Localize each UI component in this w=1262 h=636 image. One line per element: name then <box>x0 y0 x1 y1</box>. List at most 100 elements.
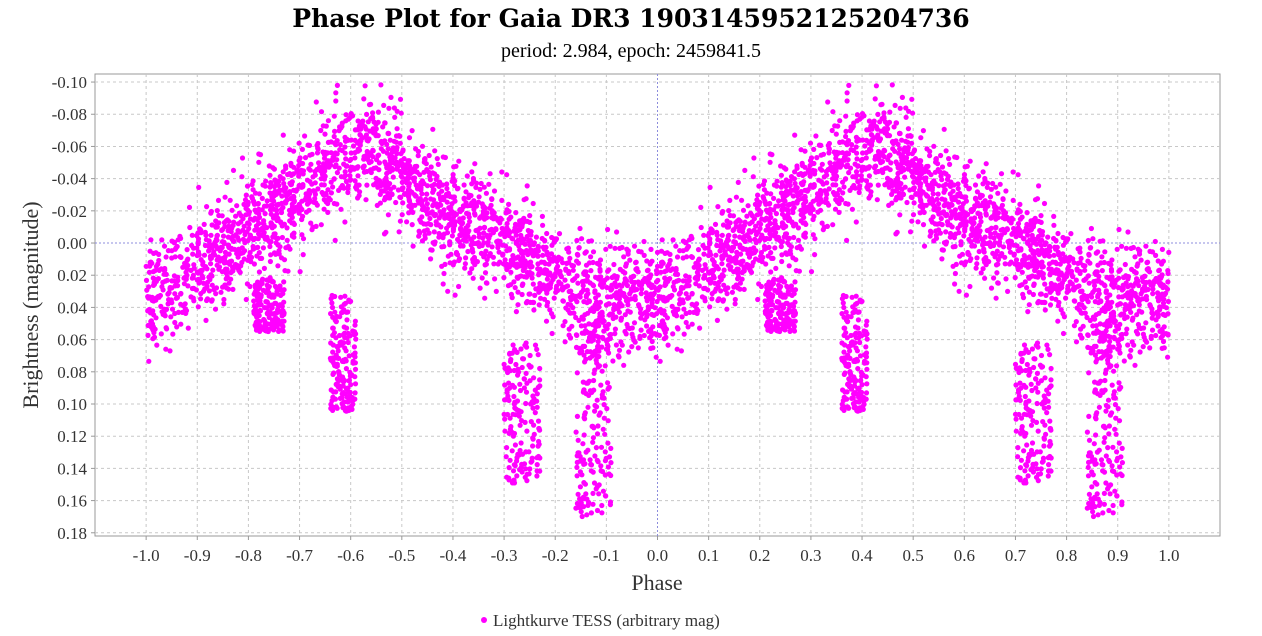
data-point <box>1058 307 1064 313</box>
data-point <box>687 309 693 315</box>
data-point <box>476 194 482 200</box>
data-point <box>875 168 881 175</box>
data-point <box>810 167 816 173</box>
data-point <box>854 358 861 364</box>
data-point <box>449 233 455 239</box>
data-point <box>427 215 433 222</box>
data-point <box>911 185 917 191</box>
data-point <box>503 226 509 232</box>
data-point <box>661 336 667 342</box>
data-point <box>1048 365 1054 372</box>
data-point <box>1036 261 1042 267</box>
data-point <box>631 243 638 249</box>
data-point <box>750 174 756 180</box>
data-point <box>911 179 917 185</box>
data-point <box>798 246 805 252</box>
data-point <box>1038 272 1044 278</box>
data-point <box>1157 281 1163 287</box>
data-point <box>976 248 982 255</box>
data-point <box>226 280 232 286</box>
data-point <box>627 257 633 263</box>
data-point <box>178 321 184 327</box>
data-point <box>1160 258 1166 264</box>
data-point <box>929 219 935 225</box>
data-point <box>296 173 302 179</box>
data-point <box>1099 268 1105 274</box>
data-point <box>531 307 537 313</box>
data-point <box>1112 328 1118 334</box>
data-point <box>845 344 852 350</box>
data-point <box>357 137 363 143</box>
data-point <box>907 187 913 193</box>
data-point <box>841 404 847 410</box>
data-point <box>1109 257 1115 263</box>
data-point <box>588 254 594 260</box>
data-point <box>624 246 630 252</box>
data-point <box>236 237 242 243</box>
data-point <box>504 209 510 215</box>
data-point <box>433 176 439 182</box>
data-point <box>1124 290 1131 296</box>
data-point <box>318 168 324 174</box>
data-point <box>891 124 897 130</box>
data-point <box>674 325 681 331</box>
data-point <box>261 203 268 209</box>
data-point <box>220 233 227 239</box>
data-point <box>1143 293 1149 300</box>
data-point <box>502 416 508 422</box>
data-point <box>816 201 822 207</box>
data-point <box>244 183 251 189</box>
data-point <box>470 275 476 281</box>
data-point <box>328 340 334 346</box>
data-point <box>718 244 724 250</box>
data-point <box>393 139 399 145</box>
data-point <box>710 267 716 273</box>
data-point <box>714 229 720 235</box>
data-point <box>450 220 456 226</box>
data-point <box>855 163 861 169</box>
data-point <box>206 248 212 254</box>
data-point <box>194 233 200 239</box>
data-point <box>771 182 778 188</box>
data-point <box>712 221 719 227</box>
data-point <box>938 152 944 159</box>
data-point <box>835 123 841 129</box>
data-point <box>1107 292 1113 298</box>
data-point <box>850 174 856 180</box>
data-point <box>250 217 257 223</box>
data-point <box>535 243 541 249</box>
data-point <box>1030 256 1036 262</box>
data-point <box>1047 438 1053 445</box>
data-point <box>574 251 581 257</box>
data-point <box>688 233 694 239</box>
data-point <box>819 161 825 167</box>
data-point <box>352 178 358 184</box>
data-point <box>641 238 647 245</box>
data-point <box>467 270 473 276</box>
data-point <box>375 109 381 115</box>
data-point <box>859 111 866 117</box>
data-point <box>146 284 152 290</box>
data-point <box>524 183 530 189</box>
data-point <box>540 222 546 228</box>
data-point <box>353 336 359 342</box>
data-point <box>910 212 917 218</box>
data-point <box>849 206 856 212</box>
data-point <box>214 262 220 268</box>
data-point <box>492 276 498 282</box>
data-point <box>583 294 589 300</box>
data-point <box>170 331 176 337</box>
data-point <box>462 261 468 267</box>
data-point <box>702 298 708 304</box>
data-point <box>393 133 400 139</box>
data-point <box>751 250 758 256</box>
data-point <box>297 269 303 275</box>
data-point <box>532 292 538 298</box>
data-point <box>649 303 655 309</box>
data-point <box>204 296 211 302</box>
chart-subtitle: period: 2.984, epoch: 2459841.5 <box>501 40 761 62</box>
data-point <box>173 282 179 288</box>
data-point <box>397 194 403 200</box>
data-point <box>245 202 251 208</box>
